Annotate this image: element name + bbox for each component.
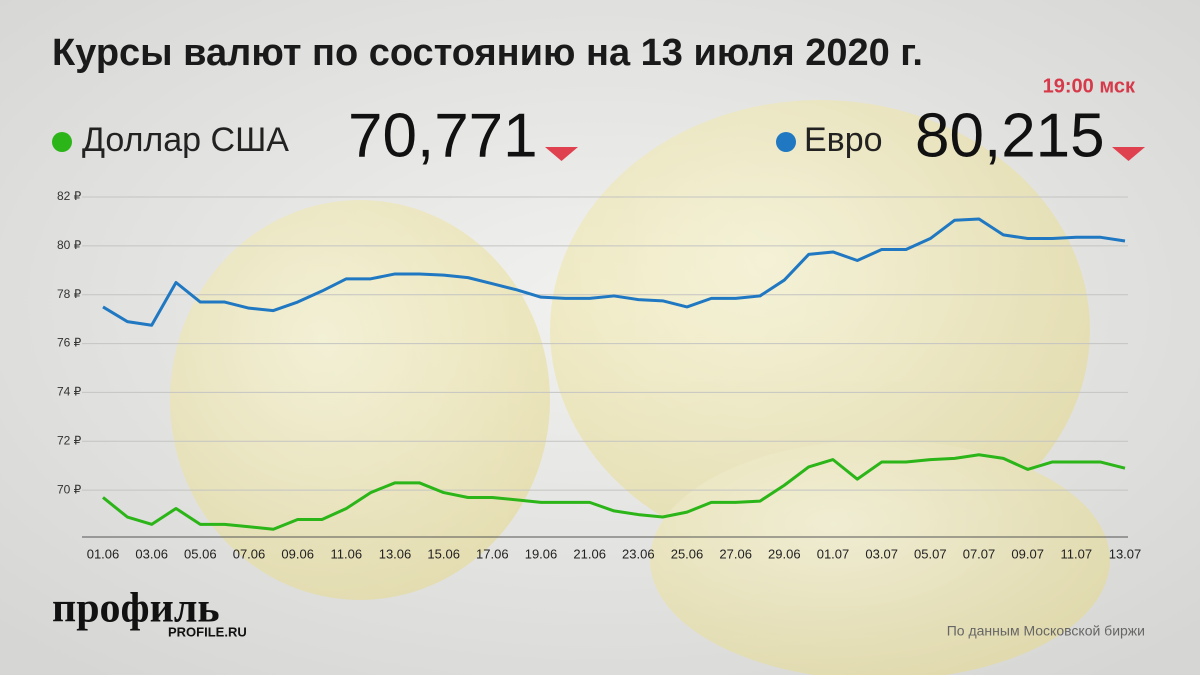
y-tick-label: 82 ₽ [57,189,82,203]
background-symbols [170,100,1110,675]
subtitle: 19:00 мск [1043,75,1136,97]
x-tick-label: 09.06 [281,546,314,561]
x-tick-label: 11.07 [1061,546,1093,561]
x-tick-label: 17.06 [476,546,509,561]
legend-label: Евро [804,121,883,159]
down-indicator [545,147,578,161]
y-tick-label: 70 ₽ [57,482,82,496]
x-tick-label: 25.06 [671,546,704,561]
headline-value: 70,771 [348,101,538,170]
x-tick-label: 01.06 [87,546,120,561]
y-tick-label: 74 ₽ [57,385,82,399]
x-tick-label: 07.07 [963,546,996,561]
x-tick-label: 27.06 [719,546,752,561]
legend-dot [776,132,796,152]
line [102,217,1126,327]
line [102,453,1126,531]
x-tick-label: 03.07 [865,546,898,561]
x-tick-label: 23.06 [622,546,655,561]
x-tick-label: 05.07 [914,546,947,561]
headline-value: 80,215 [915,101,1105,170]
x-tick-label: 05.06 [184,546,217,561]
x-tick-label: 01.07 [817,546,850,561]
x-tick-label: 19.06 [525,546,558,561]
x-tick-label: 07.06 [233,546,266,561]
brand-name: профиль [52,586,220,632]
down-indicator [1112,147,1145,161]
x-tick-label: 29.06 [768,546,801,561]
x-tick-label: 13.06 [379,546,412,561]
brand-url: PROFILE.RU [168,624,247,639]
chart-title: Курсы валют по состоянию на 13 июля 2020… [52,32,923,74]
x-tick-label: 21.06 [573,546,606,561]
source: По данным Московской биржи [947,623,1145,639]
y-tick-label: 80 ₽ [57,238,82,252]
x-tick-label: 15.06 [427,546,460,561]
y-tick-label: 78 ₽ [57,287,82,301]
x-tick-label: 13.07 [1109,546,1142,561]
y-tick-label: 72 ₽ [57,433,82,447]
y-tick-label: 76 ₽ [57,336,82,350]
x-tick-label: 03.06 [135,546,168,561]
x-tick-label: 09.07 [1011,546,1044,561]
x-tick-label: 11.06 [331,546,363,561]
legend-dot [52,132,72,152]
legend-label: Доллар США [82,121,289,159]
